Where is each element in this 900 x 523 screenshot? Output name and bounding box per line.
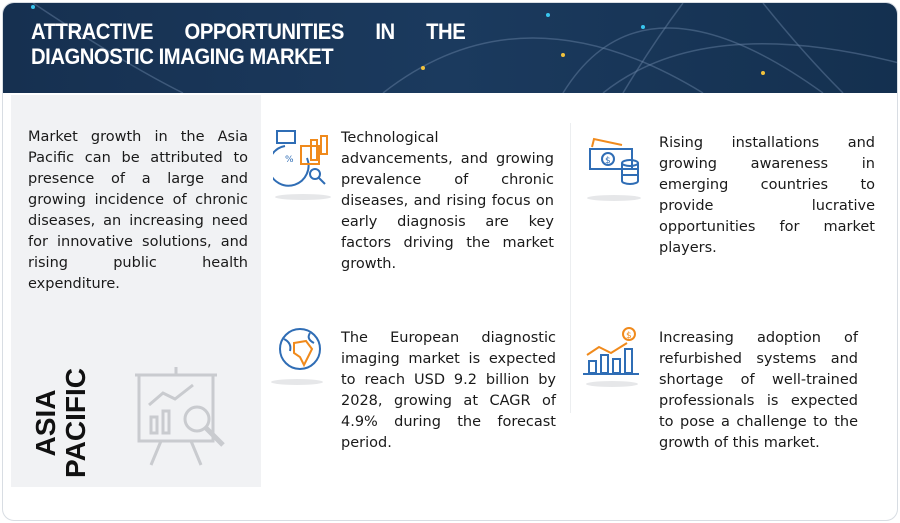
card-drivers: Technological advancements, and growing … xyxy=(341,130,554,272)
region-label: ASIA PACIFIC xyxy=(30,353,91,478)
globe-icon xyxy=(279,328,321,370)
region-label-text: ASIA PACIFIC xyxy=(30,368,91,478)
title-word: ATTRACTIVE xyxy=(31,19,154,44)
page-title: ATTRACTIVE OPPORTUNITIES IN THE DIAGNOST… xyxy=(31,19,466,69)
card-europe: The European diagnostic imaging market i… xyxy=(341,330,556,451)
column-divider xyxy=(570,123,571,413)
title-word: OPPORTUNITIES xyxy=(184,19,345,44)
title-word: IN xyxy=(375,19,395,44)
title-line-2: DIAGNOSTIC IMAGING MARKET xyxy=(31,44,334,69)
svg-text:$: $ xyxy=(605,156,611,166)
card-challenges: Increasing adoption of refurbished syste… xyxy=(659,330,858,451)
svg-text:%: % xyxy=(285,155,294,165)
background-decoration xyxy=(31,3,897,93)
icon-shadow xyxy=(587,195,641,201)
money-icon: $ xyxy=(589,137,639,185)
region-panel: Market growth in the Asia Pacific can be… xyxy=(11,95,261,487)
icon-shadow xyxy=(275,194,331,200)
icon-shadow xyxy=(271,379,323,385)
card-opportunities: Rising installations and growing awarene… xyxy=(659,135,875,256)
growth-chart-icon: $ xyxy=(583,327,639,375)
title-word: THE xyxy=(426,19,466,44)
presentation-board-icon xyxy=(135,367,225,466)
icon-shadow xyxy=(586,381,638,387)
region-description: Market growth in the Asia Pacific can be… xyxy=(28,129,248,292)
analytics-icon: % xyxy=(273,130,328,187)
svg-text:$: $ xyxy=(626,331,632,341)
header-banner: ATTRACTIVE OPPORTUNITIES IN THE DIAGNOST… xyxy=(3,3,897,93)
